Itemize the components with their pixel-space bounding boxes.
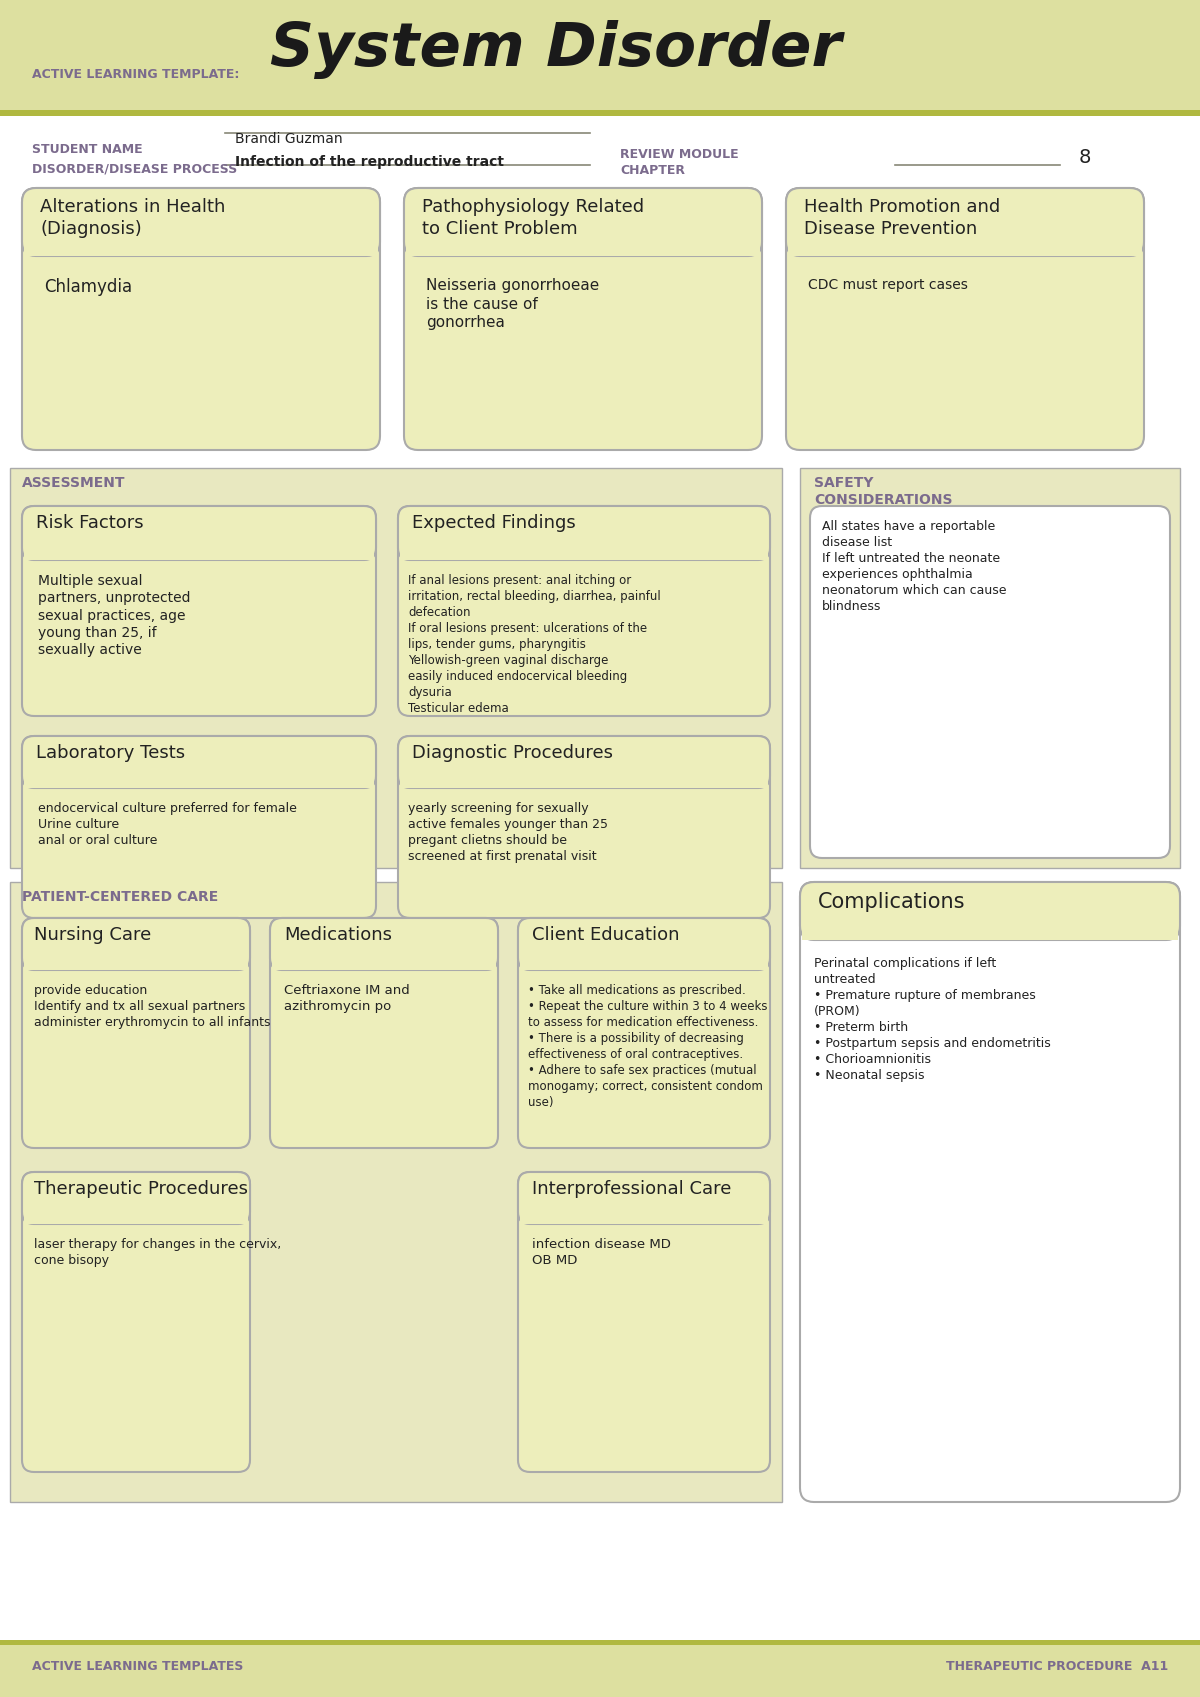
FancyBboxPatch shape [22, 736, 376, 918]
Text: infection disease MD
OB MD: infection disease MD OB MD [532, 1239, 671, 1268]
FancyBboxPatch shape [518, 1173, 770, 1471]
Text: laser therapy for changes in the cervix,
cone bisopy: laser therapy for changes in the cervix,… [34, 1239, 281, 1268]
Bar [0, 0, 1200, 110]
Bar [802, 910, 1178, 940]
FancyBboxPatch shape [518, 918, 770, 1147]
Text: CDC must report cases: CDC must report cases [808, 278, 968, 292]
Text: System Disorder: System Disorder [270, 20, 841, 80]
Text: SAFETY
CONSIDERATIONS: SAFETY CONSIDERATIONS [814, 475, 953, 507]
Bar [406, 217, 760, 256]
Text: Nursing Care: Nursing Care [34, 927, 151, 944]
FancyBboxPatch shape [22, 506, 376, 560]
Text: • Take all medications as prescribed.
• Repeat the culture within 3 to 4 weeks
t: • Take all medications as prescribed. • … [528, 984, 768, 1110]
Text: ASSESSMENT: ASSESSMENT [22, 475, 126, 490]
FancyBboxPatch shape [786, 188, 1144, 256]
Bar [788, 217, 1142, 256]
Text: Expected Findings: Expected Findings [412, 514, 576, 531]
FancyBboxPatch shape [22, 918, 250, 1147]
Text: Medications: Medications [284, 927, 392, 944]
Bar [272, 942, 496, 971]
Bar [520, 1196, 768, 1224]
Bar [10, 882, 782, 1502]
Text: endocervical culture preferred for female
Urine culture
anal or oral culture: endocervical culture preferred for femal… [38, 803, 296, 847]
Bar [0, 1639, 1200, 1697]
Text: THERAPEUTIC PROCEDURE  A11: THERAPEUTIC PROCEDURE A11 [946, 1660, 1168, 1673]
FancyBboxPatch shape [518, 1173, 770, 1224]
Text: provide education
Identify and tx all sexual partners
administer erythromycin to: provide education Identify and tx all se… [34, 984, 270, 1028]
FancyBboxPatch shape [404, 188, 762, 450]
Text: PATIENT-CENTERED CARE: PATIENT-CENTERED CARE [22, 889, 218, 905]
Bar [24, 217, 378, 256]
Text: Risk Factors: Risk Factors [36, 514, 144, 531]
FancyBboxPatch shape [404, 188, 762, 256]
FancyBboxPatch shape [398, 506, 770, 560]
Text: Brandi Guzman: Brandi Guzman [235, 132, 343, 146]
FancyBboxPatch shape [398, 506, 770, 716]
FancyBboxPatch shape [398, 736, 770, 787]
Text: 8: 8 [1079, 148, 1091, 166]
Bar [24, 1196, 248, 1224]
FancyBboxPatch shape [800, 882, 1180, 1502]
Text: STUDENT NAME: STUDENT NAME [32, 143, 143, 156]
Text: Health Promotion and
Disease Prevention: Health Promotion and Disease Prevention [804, 199, 1001, 238]
Text: Ceftriaxone IM and
azithromycin po: Ceftriaxone IM and azithromycin po [284, 984, 409, 1013]
Text: Alterations in Health
(Diagnosis): Alterations in Health (Diagnosis) [40, 199, 226, 238]
FancyBboxPatch shape [22, 1173, 250, 1224]
FancyBboxPatch shape [22, 188, 380, 450]
Text: ACTIVE LEARNING TEMPLATES: ACTIVE LEARNING TEMPLATES [32, 1660, 244, 1673]
Text: Chlamydia: Chlamydia [44, 278, 132, 295]
Bar [400, 529, 768, 560]
Bar [800, 468, 1180, 867]
FancyBboxPatch shape [22, 736, 376, 787]
Text: REVIEW MODULE
CHAPTER: REVIEW MODULE CHAPTER [620, 148, 739, 176]
Text: Diagnostic Procedures: Diagnostic Procedures [412, 743, 613, 762]
Bar [400, 760, 768, 787]
Text: Neisseria gonorrhoeae
is the cause of
gonorrhea: Neisseria gonorrhoeae is the cause of go… [426, 278, 599, 331]
Bar [0, 1639, 1200, 1644]
Bar [0, 115, 1200, 182]
FancyBboxPatch shape [800, 882, 1180, 940]
FancyBboxPatch shape [22, 506, 376, 716]
Bar [520, 942, 768, 971]
Bar [10, 468, 782, 867]
FancyBboxPatch shape [22, 918, 250, 971]
Bar [0, 110, 1200, 115]
Text: DISORDER/DISEASE PROCESS: DISORDER/DISEASE PROCESS [32, 161, 238, 175]
Text: Client Education: Client Education [532, 927, 679, 944]
Text: yearly screening for sexually
active females younger than 25
pregant clietns sho: yearly screening for sexually active fem… [408, 803, 608, 864]
Bar [24, 529, 374, 560]
Text: If anal lesions present: anal itching or
irritation, rectal bleeding, diarrhea, : If anal lesions present: anal itching or… [408, 574, 661, 714]
Text: Therapeutic Procedures: Therapeutic Procedures [34, 1179, 248, 1198]
FancyBboxPatch shape [22, 1173, 250, 1471]
Text: Perinatal complications if left
untreated
• Premature rupture of membranes
(PROM: Perinatal complications if left untreate… [814, 957, 1051, 1083]
Text: ACTIVE LEARNING TEMPLATE:: ACTIVE LEARNING TEMPLATE: [32, 68, 239, 81]
FancyBboxPatch shape [810, 506, 1170, 859]
Bar [24, 760, 374, 787]
Text: All states have a reportable
disease list
If left untreated the neonate
experien: All states have a reportable disease lis… [822, 519, 1007, 613]
Text: Infection of the reproductive tract: Infection of the reproductive tract [235, 154, 504, 170]
Text: Interprofessional Care: Interprofessional Care [532, 1179, 731, 1198]
Text: Pathophysiology Related
to Client Problem: Pathophysiology Related to Client Proble… [422, 199, 644, 238]
Text: Laboratory Tests: Laboratory Tests [36, 743, 185, 762]
FancyBboxPatch shape [786, 188, 1144, 450]
Bar [24, 942, 248, 971]
Text: Complications: Complications [818, 893, 966, 911]
FancyBboxPatch shape [518, 918, 770, 971]
FancyBboxPatch shape [270, 918, 498, 971]
Text: Multiple sexual
partners, unprotected
sexual practices, age
young than 25, if
se: Multiple sexual partners, unprotected se… [38, 574, 191, 657]
FancyBboxPatch shape [22, 188, 380, 256]
FancyBboxPatch shape [398, 736, 770, 918]
FancyBboxPatch shape [270, 918, 498, 1147]
